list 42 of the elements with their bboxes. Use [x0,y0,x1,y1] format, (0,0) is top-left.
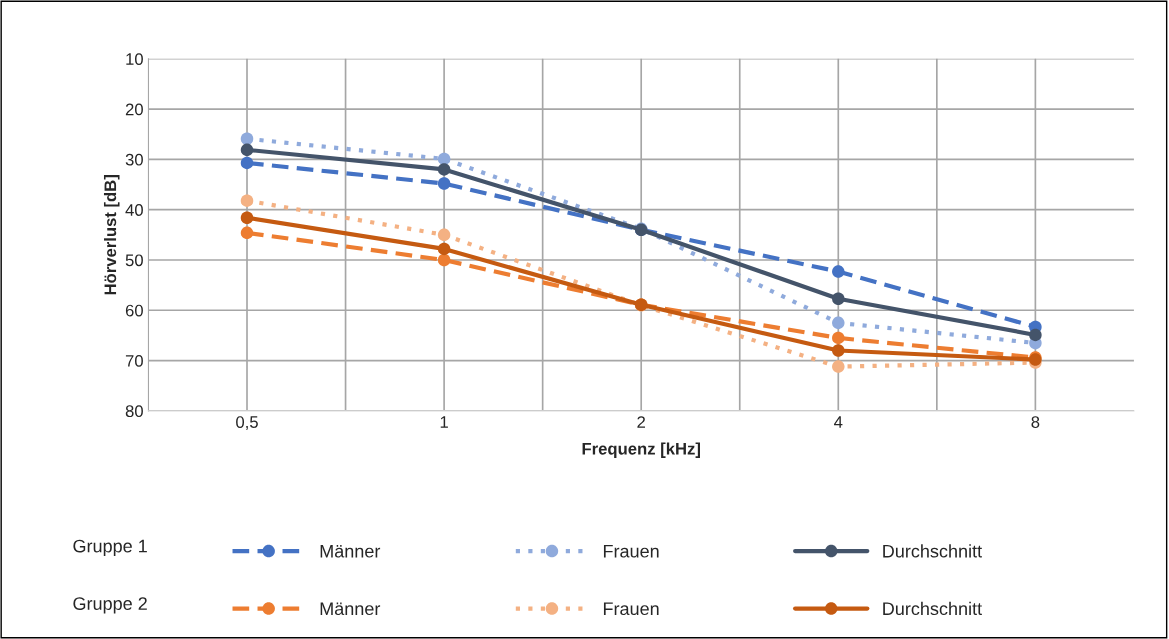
y-tick-label: 70 [125,354,143,367]
y-tick-label: 40 [125,204,143,216]
point [1029,328,1042,342]
point [832,331,845,345]
legend-label: Frauen [603,602,659,616]
y-axis-title: Hörverlust [dB] [103,175,120,295]
legend-label: Frauen [603,544,659,558]
y-tick-label: 80 [125,405,143,418]
point [240,143,254,157]
text: Gruppe 1 [73,539,147,557]
x-tick-label: 2 [637,416,645,428]
point [437,152,451,166]
point [437,253,451,267]
point [437,242,451,256]
y-tick-label: 30 [125,153,143,166]
point [832,316,845,330]
x-tick-label: 0,5 [236,416,258,430]
x-tick-label: 4 [834,416,843,428]
point [832,360,845,373]
point [437,228,451,242]
y-tick-label: 20 [125,103,143,116]
y-tick-label: 10 [126,53,143,65]
y-tick-label: 50 [125,254,143,267]
point [240,132,254,146]
point [240,194,254,207]
x-tick-label: 1 [440,416,448,428]
x-tick-label: 8 [1031,416,1040,428]
legend-label: Männer [320,544,381,558]
legend-label: Männer [320,602,381,616]
y-tick-label: 60 [125,304,143,317]
point [240,156,254,170]
point [240,226,254,240]
point [437,177,451,190]
text: Gruppe 2 [73,597,147,614]
point [240,211,254,224]
legend-label: Durchschnitt [883,601,982,616]
point [832,344,845,357]
legend-label: Durchschnitt [883,544,982,558]
x-axis-title: Frequenz [kHz] [582,442,700,458]
point [437,163,451,176]
point [832,265,845,278]
point [832,292,845,305]
